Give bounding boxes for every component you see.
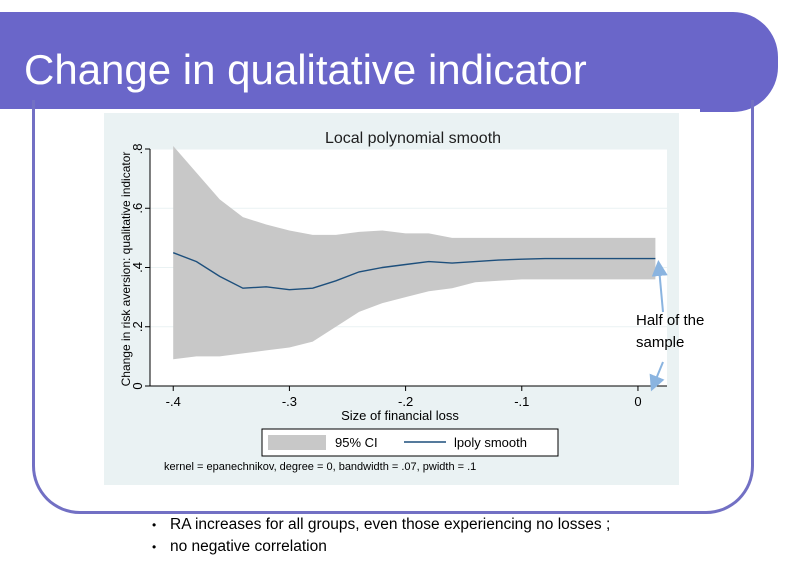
chart-panel: -.4 -.3 -.2 -.1 0 0 .2 .4 .6 .8 Local polynomial… (104, 113, 679, 485)
x-axis-label: Size of financial loss (341, 408, 459, 423)
bullet-icon: • (152, 518, 157, 532)
x-tick-label: -.1 (514, 394, 529, 409)
y-axis-label: Change in risk aversion: qualitative ind… (119, 152, 133, 387)
y-tick-label: .8 (130, 144, 145, 155)
x-tick-label: -.2 (398, 394, 413, 409)
slide-title: Change in qualitative indicator (24, 46, 587, 93)
chart-title: Local polynomial smooth (325, 130, 501, 147)
content-frame (32, 100, 754, 514)
y-tick-label: 0 (130, 382, 145, 389)
legend: 95% CI lpoly smooth (261, 428, 559, 457)
bullet-text: no negative correlation (170, 538, 327, 555)
callout-text: Half of the sample (636, 312, 705, 351)
legend-smooth-label: lpoly smooth (454, 435, 527, 450)
y-axis-ticks: 0 .2 .4 .6 .8 (130, 144, 150, 390)
title-underline (0, 109, 700, 114)
chart-svg: -.4 -.3 -.2 -.1 0 0 .2 .4 .6 .8 Local polynomial… (119, 130, 667, 473)
lpoly-smooth-line (172, 252, 656, 291)
bullet-text: RA increases for all groups, even those … (170, 516, 611, 533)
bullet-icon: • (152, 540, 157, 554)
y-tick-label: .6 (130, 203, 145, 214)
title-bar: Change in qualitative indicator (0, 12, 778, 114)
legend-ci-swatch (268, 435, 326, 450)
bullet-list: • RA increases for all groups, even those… (152, 514, 610, 558)
x-tick-label: 0 (634, 394, 641, 409)
x-tick-label: -.4 (166, 394, 181, 409)
x-tick-label: -.3 (282, 394, 297, 409)
bullet-item: • RA increases for all groups, even those… (152, 514, 610, 536)
ci-band (173, 146, 656, 360)
legend-ci-label: 95% CI (335, 435, 378, 450)
y-tick-label: .4 (130, 262, 145, 273)
chart-note: kernel = epanechnikov, degree = 0, bandw… (164, 461, 476, 473)
bullet-item: • no negative correlation (152, 536, 610, 558)
x-axis-ticks: -.4 -.3 -.2 -.1 0 (166, 386, 642, 409)
y-tick-label: .2 (130, 321, 145, 332)
